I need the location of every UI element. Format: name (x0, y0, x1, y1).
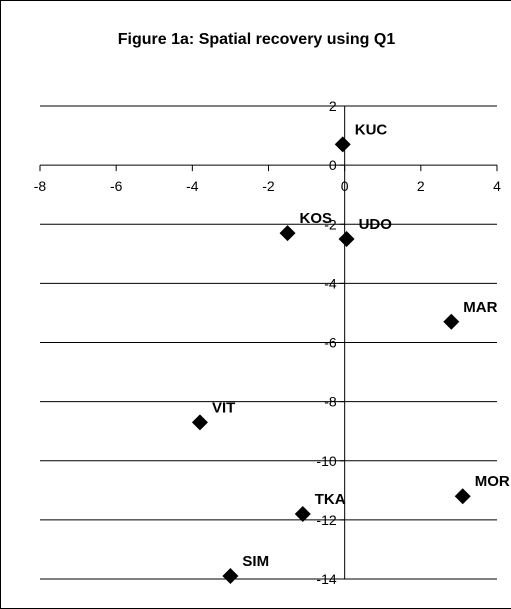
x-tick-label: 4 (493, 178, 501, 194)
point-label-kuc: KUC (355, 121, 388, 138)
point-label-vit: VIT (212, 399, 235, 416)
data-point-vit (191, 414, 208, 431)
y-tick-label: 0 (329, 157, 337, 173)
data-point-tka (294, 505, 311, 522)
point-label-mar: MAR (463, 299, 497, 316)
grid-lines (40, 105, 497, 580)
data-points: KUC KOS UDO MAR VIT MOR TKA SIM (191, 121, 510, 585)
x-tick-label: -4 (186, 178, 199, 194)
x-axis-ticks: -8 -6 -4 -2 0 2 4 (34, 165, 501, 194)
point-label-mor: MOR (475, 473, 510, 490)
y-tick-label: -14 (316, 571, 336, 587)
y-tick-label: -12 (316, 512, 336, 528)
y-tick-label: -4 (324, 275, 337, 291)
point-label-sim: SIM (242, 553, 269, 570)
point-label-tka: TKA (315, 491, 346, 508)
data-point-kos (279, 225, 296, 242)
x-tick-label: -6 (110, 178, 123, 194)
y-tick-label: 2 (329, 98, 337, 114)
y-tick-label: -10 (316, 453, 336, 469)
point-label-kos: KOS (300, 210, 333, 227)
data-point-mar (443, 313, 460, 330)
chart-title: Figure 1a: Spatial recovery using Q1 (117, 31, 396, 48)
point-label-udo: UDO (359, 216, 393, 233)
data-point-sim (222, 568, 239, 585)
y-tick-label: -8 (324, 394, 337, 410)
data-point-udo (338, 231, 355, 248)
x-tick-label: 0 (341, 178, 349, 194)
x-tick-label: -8 (34, 178, 47, 194)
data-point-mor (454, 488, 471, 505)
y-axis-ticks: 2 0 -2 -4 -6 -8 -10 -12 -14 (316, 98, 345, 587)
data-point-kuc (334, 136, 351, 153)
x-tick-label: -2 (262, 178, 275, 194)
y-tick-label: -6 (324, 335, 337, 351)
x-tick-label: 2 (417, 178, 425, 194)
y-tick-label: -2 (324, 216, 337, 232)
